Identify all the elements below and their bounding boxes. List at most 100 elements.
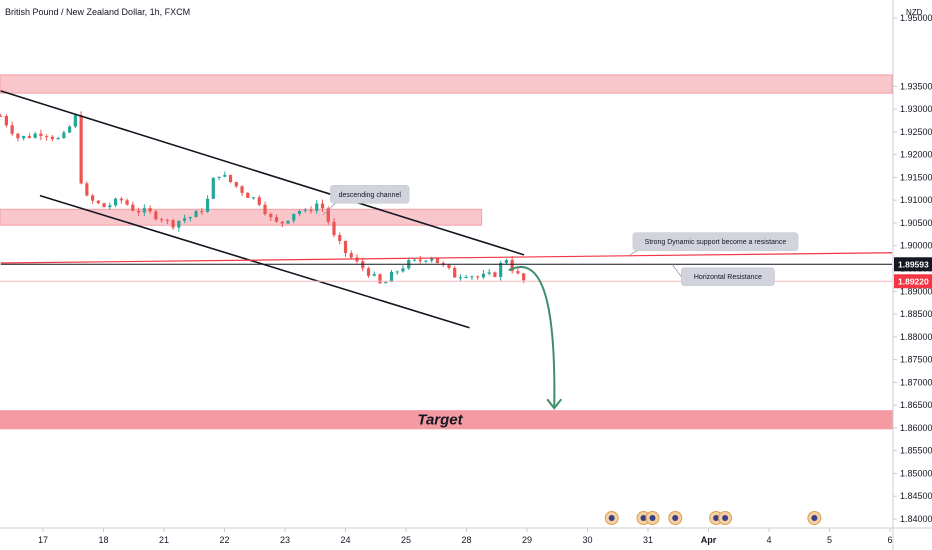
candle — [142, 204, 146, 216]
candle-body — [476, 276, 480, 278]
economic-event-icon — [718, 511, 733, 525]
candle-body — [79, 115, 83, 184]
candle-body — [119, 198, 123, 201]
candle-body — [114, 198, 118, 206]
candle — [228, 174, 233, 184]
price-tick-label: 1.87500 — [900, 355, 932, 365]
price-tick-label: 1.93500 — [900, 81, 932, 91]
candle-body — [384, 282, 388, 284]
candle-body — [50, 136, 54, 140]
candle-body — [504, 260, 509, 264]
candle-body — [372, 274, 376, 276]
candle-body — [10, 125, 14, 134]
candle-body — [401, 268, 405, 272]
candle — [68, 125, 72, 134]
candle — [62, 130, 66, 139]
candle-body — [228, 174, 233, 183]
candle — [33, 131, 37, 139]
candle — [165, 218, 169, 225]
candle-body — [27, 136, 31, 138]
candle-body — [297, 211, 302, 214]
event-center-icon — [608, 515, 615, 521]
candle — [73, 113, 77, 128]
price-badges-layer: 1.89593 1.89220 — [894, 257, 932, 289]
candle — [476, 275, 480, 280]
candle-body — [148, 208, 152, 212]
candle — [194, 210, 198, 218]
callout-label: Strong Dynamic support become a resistan… — [645, 239, 787, 246]
candle-body — [91, 195, 95, 201]
price-tick-label: 1.85000 — [900, 468, 932, 478]
event-center-icon — [672, 515, 679, 521]
candle — [349, 250, 353, 260]
candle-body — [487, 272, 491, 274]
event-center-icon — [713, 515, 720, 521]
time-tick-label: 21 — [159, 535, 169, 545]
price-badge: 1.89593 — [894, 257, 932, 272]
candle — [223, 171, 227, 178]
time-tick-label: 24 — [340, 535, 350, 545]
event-icons-layer[interactable] — [604, 511, 822, 525]
trend-lines-layer — [0, 90, 893, 329]
candle — [108, 202, 112, 210]
candle — [39, 129, 43, 141]
time-tick-label: 18 — [98, 535, 108, 545]
candle-body — [424, 260, 428, 262]
candle — [16, 132, 20, 142]
candle-body — [343, 240, 348, 254]
currency-label: NZD — [906, 8, 923, 17]
time-tick-label: 25 — [401, 535, 411, 545]
price-tick-label: 1.86500 — [900, 400, 932, 410]
candle — [4, 114, 8, 128]
candle — [481, 269, 486, 279]
candle — [91, 193, 95, 204]
candle — [0, 113, 3, 117]
candle-body — [366, 268, 371, 276]
candle — [96, 200, 100, 205]
candle-body — [154, 211, 158, 220]
candle-body — [510, 260, 514, 272]
price-tick-label: 1.88000 — [900, 332, 932, 342]
price-badge-box — [894, 257, 932, 272]
channel-upper-line — [0, 90, 525, 256]
candle — [251, 196, 256, 200]
price-badge-label: 1.89220 — [898, 276, 929, 286]
candle — [464, 274, 468, 279]
callout: descending channel — [322, 185, 410, 216]
callouts-layer: descending channel Strong Dynamic support… — [322, 185, 799, 286]
candle — [326, 206, 330, 225]
candle — [10, 121, 14, 137]
candle-body — [205, 198, 210, 212]
time-tick-label: 29 — [522, 535, 532, 545]
candle-body — [73, 115, 77, 127]
candle — [401, 265, 405, 273]
candle-body — [418, 259, 422, 262]
candle — [343, 240, 348, 258]
time-axis[interactable]: 17 18 21 22 23 24 25 28 29 30 31 Apr 4 5 6 — [38, 528, 893, 545]
price-tick-label: 1.93000 — [900, 104, 932, 114]
candle-body — [292, 213, 296, 221]
callout-box — [330, 185, 410, 204]
candle — [493, 271, 497, 278]
candle-body — [39, 133, 43, 137]
candle — [412, 258, 417, 262]
projection-arrow-layer — [508, 266, 563, 410]
candle-body — [240, 186, 244, 193]
candle — [205, 195, 210, 213]
chart-title: British Pound / New Zealand Dollar, 1h, … — [5, 7, 190, 17]
candle — [45, 134, 49, 141]
callout: Horizontal Resistance — [671, 264, 775, 286]
candle — [372, 271, 376, 277]
candle-body — [447, 264, 451, 268]
economic-event-icon — [645, 511, 660, 525]
candle — [487, 269, 491, 276]
candle — [516, 268, 520, 275]
price-tick-label: 1.95000 — [900, 13, 932, 23]
candle-body — [33, 133, 37, 138]
candle — [102, 202, 106, 208]
candle-body — [499, 263, 503, 277]
candle-body — [435, 258, 440, 264]
candle-body — [361, 261, 365, 269]
price-tick-label: 1.84500 — [900, 491, 932, 501]
